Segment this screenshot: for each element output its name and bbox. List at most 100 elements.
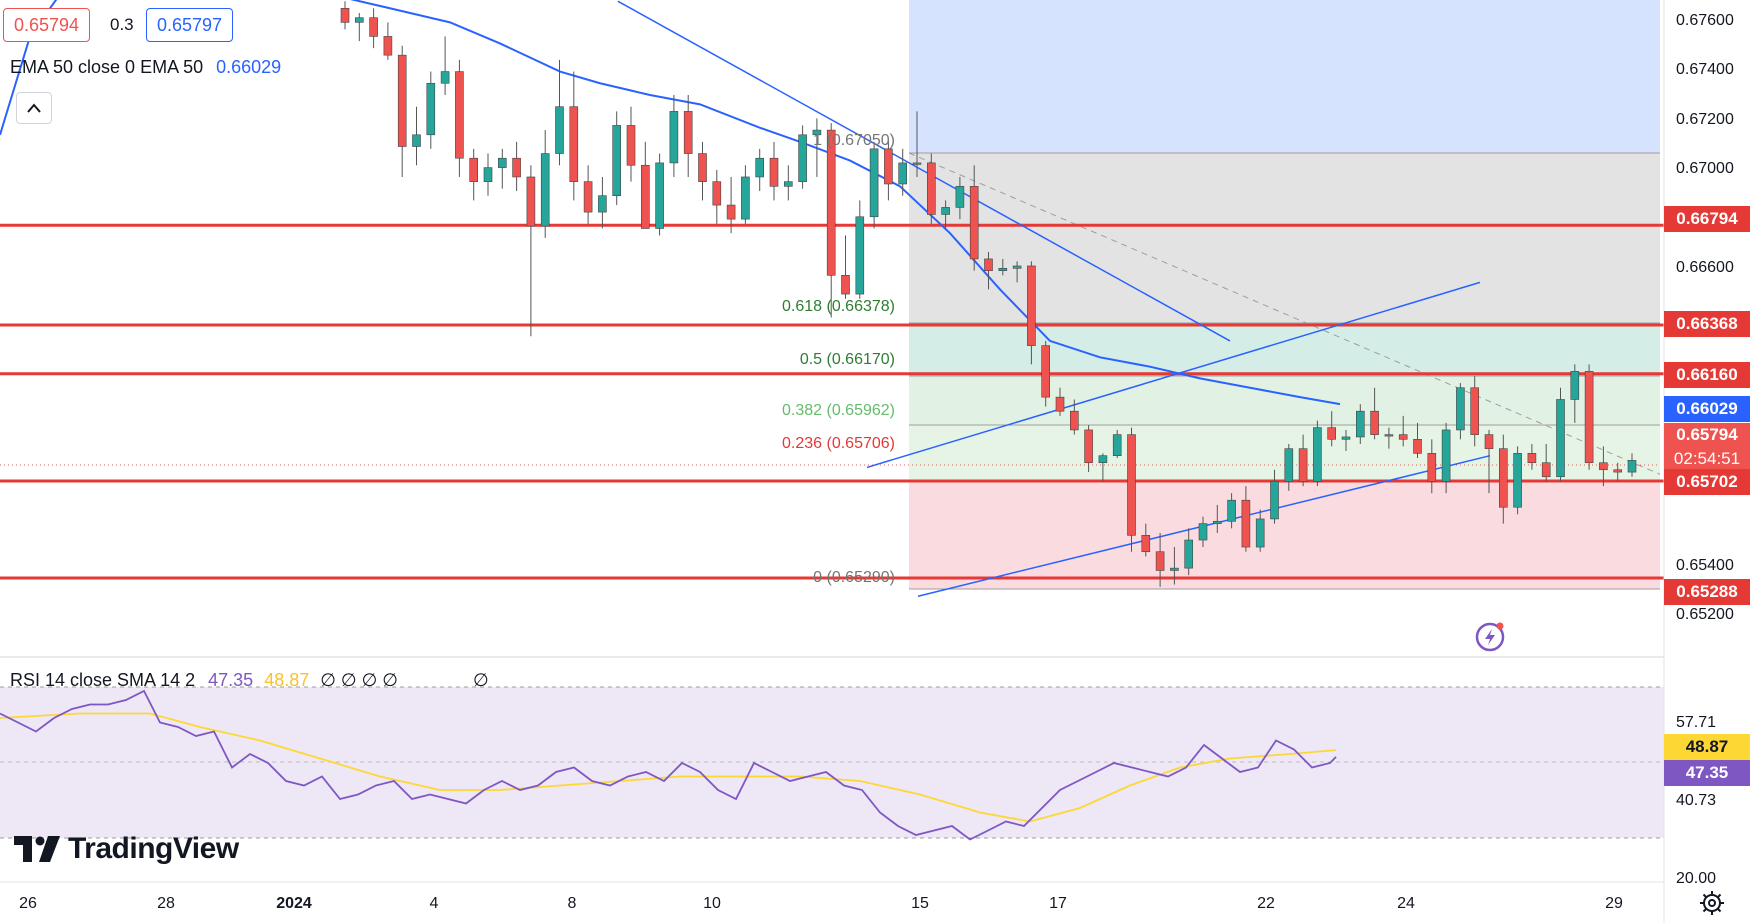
time-tick: 24 (1397, 895, 1415, 912)
candle (598, 176, 607, 229)
rsi-value-label: 47.35 (1664, 760, 1750, 786)
candle-body (1241, 499, 1251, 548)
candle (1298, 434, 1308, 487)
time-tick: 2024 (276, 895, 312, 912)
candle (1570, 364, 1580, 423)
candle (741, 165, 750, 224)
candle-body (1484, 434, 1494, 449)
candle (354, 13, 364, 42)
time-tick: 17 (1049, 895, 1067, 912)
candle (369, 8, 378, 49)
trendline-0[interactable] (617, 0, 1231, 342)
candle-body (1155, 551, 1165, 571)
candle (869, 141, 879, 229)
candle-body (1213, 520, 1222, 524)
fib-diagonal (908, 152, 1660, 475)
candle-body (1370, 410, 1379, 435)
ask-chip[interactable]: 0.65797 (146, 8, 234, 42)
candle-body (926, 162, 936, 215)
candle-body (1341, 436, 1351, 440)
candle (1527, 443, 1537, 470)
candle-body (1127, 434, 1136, 536)
candle (1499, 434, 1508, 524)
fib-label-0382: 0.382 (0.65962) (782, 402, 895, 419)
candle-body (1556, 399, 1565, 478)
candle-body (783, 181, 793, 187)
candle-body (741, 176, 750, 220)
candle (855, 200, 865, 299)
candle (1484, 429, 1494, 494)
candle (926, 153, 936, 224)
candle (1184, 528, 1193, 576)
fib-zone-1-0618 (909, 153, 1660, 323)
candle-body (755, 157, 765, 178)
candle-body (1070, 410, 1079, 431)
candle-body (655, 162, 664, 229)
candle (769, 141, 779, 201)
price-axis[interactable]: 0.67600 0.67400 0.67200 0.67000 0.66600 … (1676, 12, 1734, 623)
candle (1398, 415, 1408, 447)
support-resistance-lines (0, 223, 1664, 580)
candle-body (1184, 539, 1193, 569)
candle-body (812, 129, 822, 136)
fib-zone-0236-0 (909, 481, 1660, 589)
candle (1241, 486, 1251, 552)
rsi-axis[interactable]: 57.71 40.73 20.00 (1676, 714, 1716, 887)
candle-body (1541, 462, 1551, 478)
time-tick: 29 (1605, 895, 1623, 912)
candle-body (555, 106, 564, 154)
fib-zone-05-0382 (909, 376, 1660, 425)
settings-gear-icon[interactable] (1700, 891, 1724, 915)
rsi-legend[interactable]: RSI 14 close SMA 14 2 47.35 48.87 ∅ ∅ ∅ … (10, 670, 489, 691)
trendline-1[interactable] (866, 281, 1481, 469)
candle-body (712, 181, 722, 206)
candle (1384, 427, 1394, 449)
time-tick: 22 (1257, 895, 1275, 912)
alert-icon[interactable] (1475, 622, 1505, 652)
candle-body (526, 176, 536, 227)
candle (1012, 261, 1022, 283)
candle (726, 176, 736, 234)
candle (998, 258, 1008, 276)
ema50-line (0, 0, 1341, 406)
candle (826, 123, 836, 318)
price-tick: 0.66600 (1676, 259, 1734, 276)
candle (841, 235, 850, 299)
fib-label-1: 1 (0.67050) (813, 132, 895, 149)
candle-body (898, 162, 908, 185)
price-label-66368: 0.66368 (1664, 311, 1750, 337)
tradingview-logo-text: TradingView (68, 832, 239, 865)
candle-body (855, 216, 865, 295)
candle-body (440, 71, 450, 84)
candle-body (798, 134, 807, 182)
ema50-path[interactable] (0, 0, 1341, 406)
rsi-legend-extra2: ∅ (473, 670, 489, 690)
candle-body (1055, 396, 1065, 412)
rsi-line[interactable] (0, 689, 1337, 841)
time-tick: 28 (157, 895, 175, 912)
candle (1027, 261, 1036, 365)
tradingview-logo[interactable]: TradingView (14, 832, 239, 866)
bid-chip[interactable]: 0.65794 (3, 8, 91, 42)
ema-price-label: 0.66029 (1664, 396, 1750, 422)
candle-body (955, 186, 965, 208)
candle (1141, 523, 1151, 557)
candle (1370, 387, 1379, 440)
candle-body (669, 111, 679, 164)
rsi-sma-line[interactable] (0, 712, 1337, 823)
candle-body (1084, 429, 1093, 464)
candle (1313, 420, 1322, 487)
price-tick: 0.65200 (1676, 606, 1734, 623)
candle (426, 71, 436, 149)
ema-legend[interactable]: EMA 50 close 0 EMA 50 0.66029 (10, 57, 281, 78)
candle (397, 45, 407, 177)
collapse-legend-button[interactable] (16, 92, 52, 124)
candle (383, 22, 393, 60)
candle (640, 141, 650, 229)
time-axis[interactable]: 26 28 2024 4 8 10 15 17 22 24 29 (19, 895, 1623, 912)
rsi-legend-label: RSI 14 close SMA 14 2 (10, 670, 196, 690)
time-tick: 10 (703, 895, 721, 912)
candle (1513, 446, 1522, 515)
candle-body (941, 207, 950, 215)
